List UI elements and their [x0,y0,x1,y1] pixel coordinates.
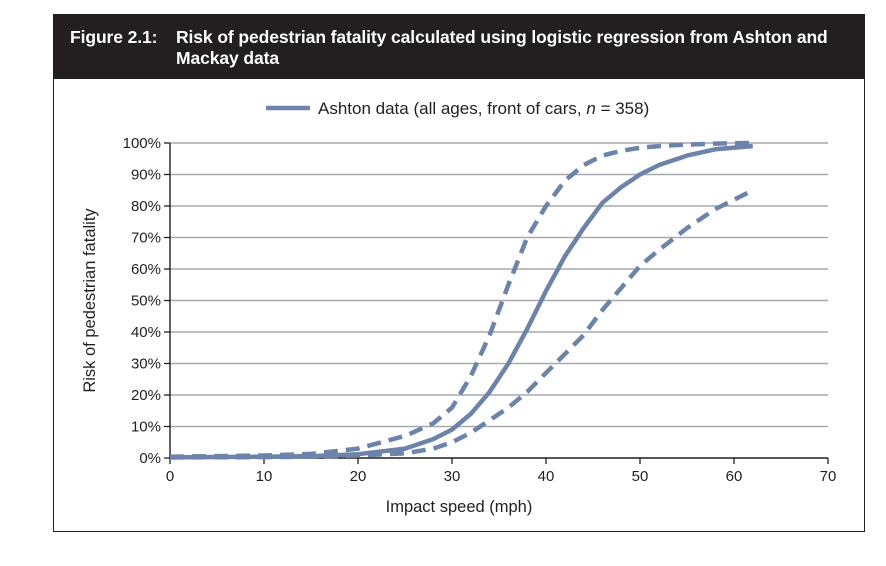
figure-label: Figure 2.1: [70,27,158,47]
x-tick-label: 40 [538,468,555,485]
y-tick-label: 10% [131,419,161,436]
legend-label: Ashton data (all ages, front of cars, n … [318,99,649,118]
figure-frame: Figure 2.1: Risk of pedestrian fatality … [53,14,865,532]
y-tick-label: 80% [131,198,161,215]
x-tick-label: 50 [632,468,649,485]
gridlines [170,142,828,428]
axes: 0% 10% 20% 30% 40% 50% 60% 70% 80% 90% 100% 0 10 20 30… [123,135,837,485]
legend-label-n: n [586,99,595,118]
y-tick-label: 20% [131,387,161,404]
x-tick-label: 0 [166,468,174,485]
legend-label-suffix: = 358) [596,99,649,118]
series-line-main [169,143,753,460]
series-line-confidence-bound [169,188,754,460]
series-lines [169,140,754,460]
y-tick-label: 0% [139,450,161,467]
legend: Ashton data (all ages, front of cars, n … [266,99,649,118]
y-tick-label: 40% [131,324,161,341]
legend-label-prefix: Ashton data (all ages, front of cars, [318,99,586,118]
figure-title: Risk of pedestrian fatality calculated u… [176,27,828,68]
x-axis-title: Impact speed (mph) [386,498,533,516]
x-tick-label: 10 [256,468,273,485]
y-tick-label: 30% [131,356,161,373]
series-line-confidence-bound [169,140,753,459]
y-tick-label: 60% [131,261,161,278]
y-axis-title: Risk of pedestrian fatality [81,208,99,393]
x-tick-label: 70 [820,468,837,485]
y-tick-label: 100% [123,135,161,152]
figure-header: Figure 2.1: Risk of pedestrian fatality … [54,15,864,79]
y-tick-label: 70% [131,230,161,247]
x-tick-label: 20 [350,468,367,485]
x-tick-label: 60 [726,468,743,485]
y-tick-label: 50% [131,293,161,310]
x-tick-label: 30 [444,468,461,485]
y-tick-label: 90% [131,167,161,184]
